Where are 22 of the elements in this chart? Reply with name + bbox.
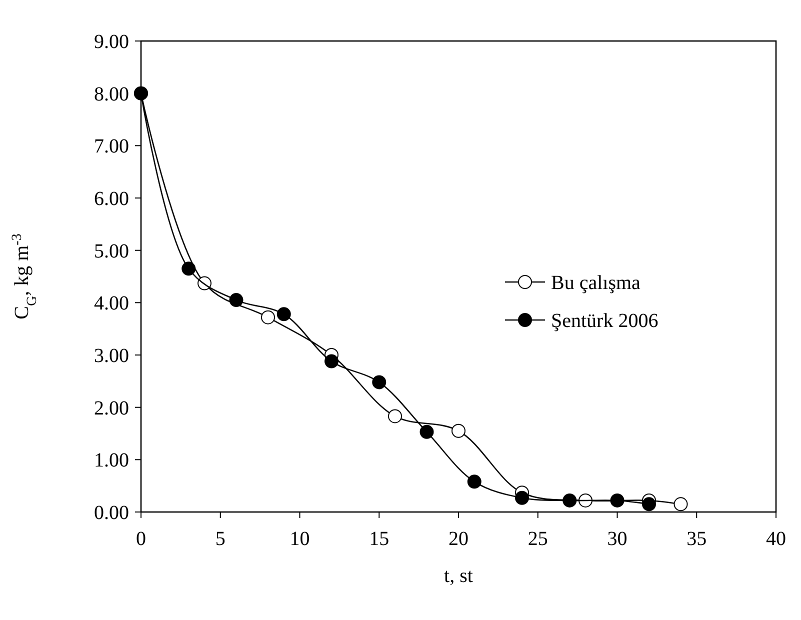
x-tick-label: 40 (766, 528, 786, 550)
legend-label: Bu çalışma (551, 272, 641, 294)
y-tick-label: 6.00 (94, 188, 129, 210)
x-axis-title: t, st (444, 565, 474, 587)
y-tick-label: 8.00 (94, 83, 129, 106)
y-tick-label: 0.00 (94, 502, 129, 524)
x-tick-label: 5 (215, 528, 226, 550)
x-tick-label: 0 (136, 528, 146, 550)
x-tick-label: 20 (448, 528, 468, 550)
x-tick-label: 10 (290, 528, 310, 550)
legend-label: Şentürk 2006 (551, 310, 658, 332)
x-tick-label: 15 (369, 528, 390, 550)
y-tick-label: 1.00 (94, 450, 129, 472)
x-tick-label: 25 (528, 528, 548, 550)
y-tick-label: 3.00 (94, 345, 129, 367)
y-tick-label: 9.00 (94, 31, 129, 53)
y-tick-label: 4.00 (94, 292, 129, 315)
y-tick-label: 5.00 (94, 240, 129, 262)
y-tick-label: 2.00 (94, 397, 129, 420)
x-tick-label: 30 (607, 528, 628, 550)
y-tick-label: 7.00 (94, 136, 129, 158)
x-tick-label: 35 (686, 528, 707, 550)
